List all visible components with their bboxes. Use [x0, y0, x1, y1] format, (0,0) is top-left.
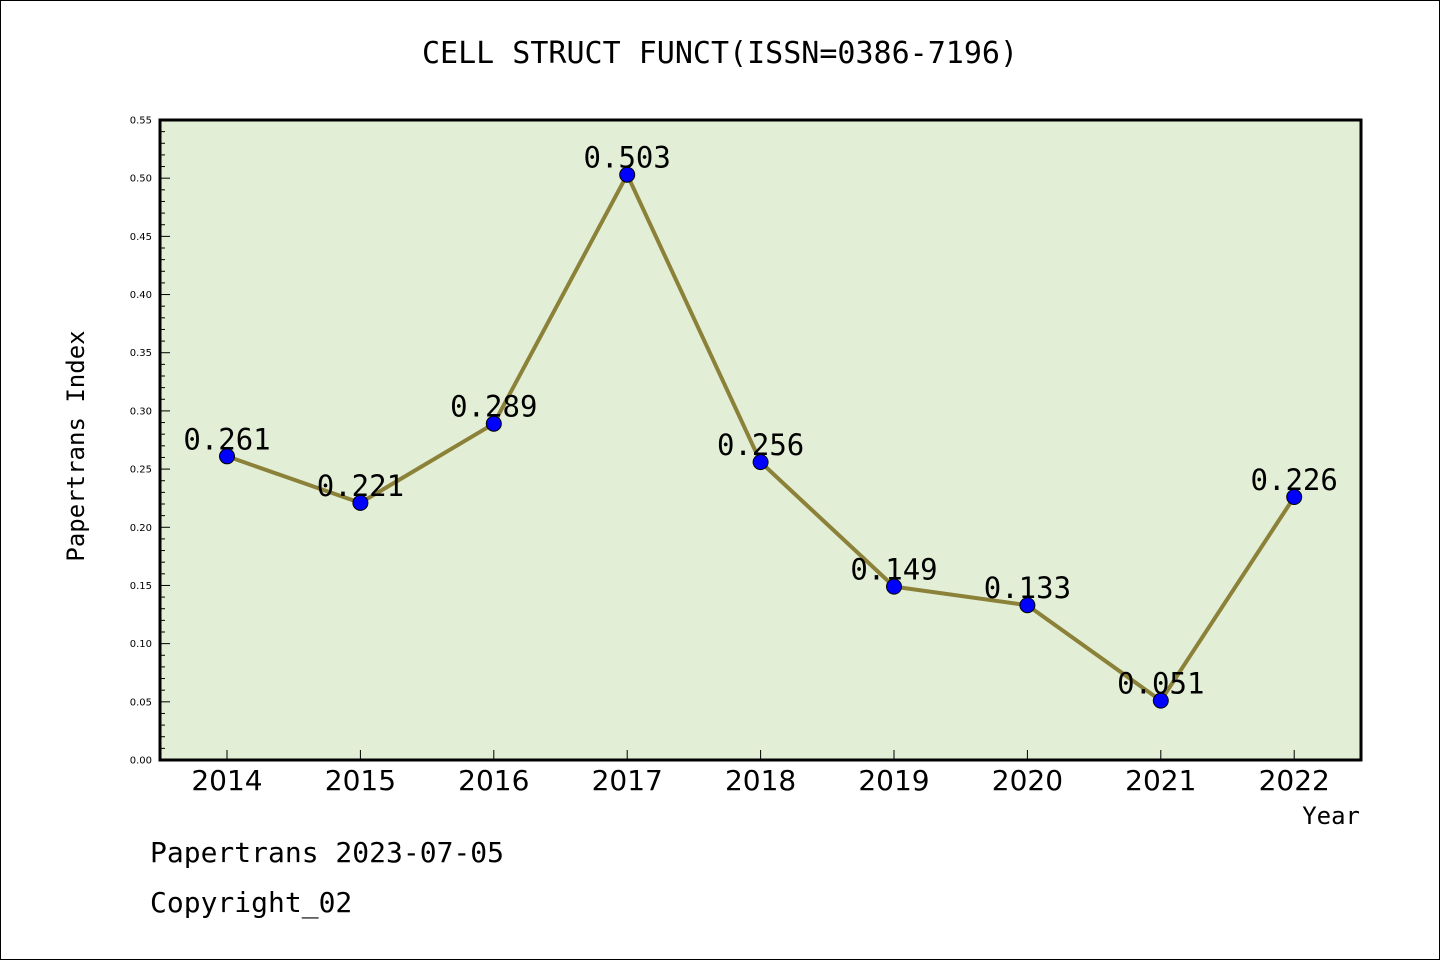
data-label: 0.051: [1117, 667, 1204, 701]
x-tick-label: 2018: [725, 764, 796, 797]
x-tick-label: 2014: [191, 764, 262, 797]
data-point: [352, 494, 369, 511]
x-tick-label: 2020: [992, 764, 1063, 797]
data-point: [752, 454, 769, 471]
data-point: [619, 166, 636, 183]
data-point: [886, 578, 902, 595]
data-label: 0.289: [450, 390, 537, 424]
x-tick-label: 2016: [458, 764, 529, 797]
x-tick-label: 2019: [858, 764, 929, 797]
data-point: [219, 448, 235, 465]
data-label: 0.256: [717, 428, 804, 462]
y-tick-label: 0.30: [130, 406, 152, 417]
chart-title: CELL STRUCT FUNCT(ISSN=0386-7196): [421, 36, 1019, 71]
data-label: 0.261: [183, 422, 270, 456]
data-point: [485, 415, 502, 432]
data-point: [1019, 597, 1036, 614]
x-tick-label: 2017: [592, 764, 663, 797]
y-tick-label: 0.50: [130, 174, 152, 185]
data-point: [1286, 489, 1303, 506]
plot-area: [160, 120, 1361, 760]
data-label: 0.226: [1251, 463, 1338, 497]
data-label: 0.221: [317, 469, 404, 503]
x-tick-label: 2021: [1125, 764, 1196, 797]
data-label: 0.503: [584, 141, 671, 175]
data-point: [1152, 692, 1169, 709]
y-tick-label: 0.20: [130, 523, 152, 534]
y-tick-label: 0.05: [130, 697, 152, 708]
data-label: 0.149: [850, 553, 937, 587]
plot-border: [158, 118, 1363, 762]
data-label: 0.133: [984, 571, 1071, 605]
y-tick-label: 0.45: [130, 232, 152, 243]
footer-copyright: Copyright_02: [150, 886, 353, 919]
y-tick-label: 0.15: [130, 581, 152, 592]
x-tick-label: 2022: [1259, 764, 1330, 797]
y-tick-label: 0.25: [130, 465, 152, 476]
y-tick-label: 0.40: [130, 290, 152, 301]
footer-date: Papertrans 2023-07-05: [150, 836, 505, 869]
y-tick-label: 0.00: [130, 756, 152, 767]
y-tick-label: 0.10: [130, 639, 152, 650]
y-tick-label: 0.35: [130, 348, 152, 359]
y-tick-label: 0.55: [130, 116, 152, 127]
x-tick-label: 2015: [325, 764, 396, 797]
x-axis-label: Year: [1302, 802, 1360, 830]
